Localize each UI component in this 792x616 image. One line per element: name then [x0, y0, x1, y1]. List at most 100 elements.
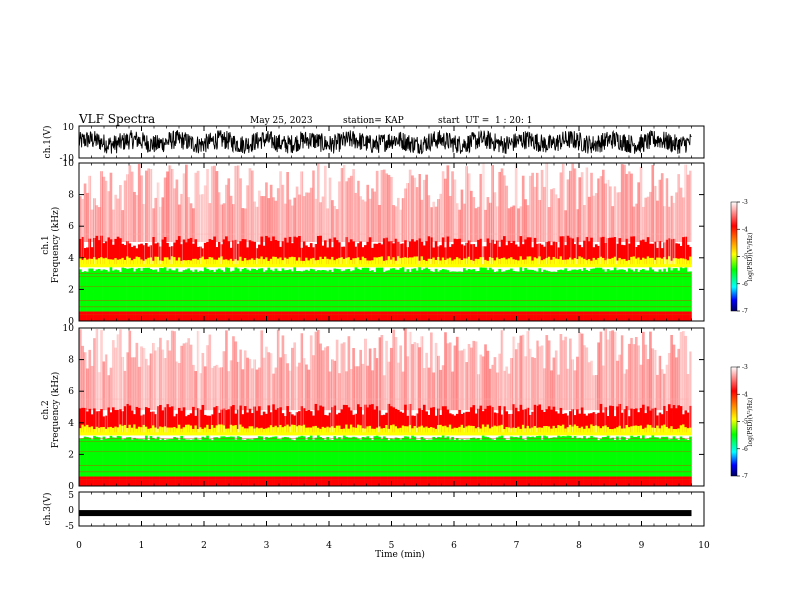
spectrogram-cell — [328, 412, 332, 433]
spectrogram-cell — [630, 173, 633, 242]
spectrogram-cell — [222, 271, 226, 312]
spectrogram-cell — [371, 247, 374, 265]
spectrogram-cell — [173, 416, 176, 433]
spectrogram-cell — [488, 476, 492, 486]
spectrogram-cell — [137, 311, 141, 321]
spectrogram-cell — [397, 197, 400, 242]
spectrogram-cell — [321, 438, 325, 477]
spectrogram-cell — [86, 476, 89, 486]
spectrogram-cell — [107, 237, 110, 265]
spectrogram-cell — [133, 271, 136, 312]
spectrogram-cell — [660, 369, 664, 411]
spectrogram-cell — [222, 425, 226, 436]
spectrogram-cell — [660, 271, 664, 312]
spectrogram-cell — [368, 476, 372, 486]
spectrogram-cell — [152, 476, 155, 486]
ch1-spectrogram-ylabel-frequency: Frequency (kHz) — [50, 207, 61, 284]
spectrogram-cell — [616, 311, 619, 321]
spectrogram-cell — [514, 407, 518, 433]
spectrogram-cell — [130, 410, 134, 433]
spectrogram-cell — [116, 334, 120, 411]
spectrogram-cell — [526, 269, 530, 312]
spectrogram-cell — [505, 185, 509, 242]
spectrogram-cell — [684, 439, 688, 477]
spectrogram-cell — [361, 267, 365, 312]
spectrogram-cell — [338, 476, 341, 486]
spectrogram-cell — [625, 271, 629, 312]
spectrogram-cell — [578, 476, 582, 486]
spectrogram-cell — [649, 437, 652, 477]
spectrogram-cell — [166, 439, 169, 477]
spectrogram-cell — [265, 413, 268, 433]
spectrogram-cell — [102, 476, 106, 486]
spectrogram-cell — [606, 339, 610, 411]
spectrogram-cell — [88, 408, 92, 433]
spectrogram-cell — [611, 406, 615, 433]
spectrogram-cell — [675, 192, 678, 242]
spectrogram-cell — [495, 476, 499, 486]
spectrogram-cell — [302, 424, 306, 436]
spectrogram-cell — [152, 270, 155, 312]
spectrogram-cell — [385, 476, 388, 486]
spectrogram-cell — [458, 311, 461, 321]
spectrogram-cell — [295, 237, 299, 265]
spectrogram-cell — [368, 198, 372, 242]
spectrogram-cell — [121, 243, 125, 265]
spectrogram-cell — [170, 246, 174, 265]
spectrogram-cell — [500, 435, 504, 477]
spectrogram-cell — [321, 245, 325, 265]
spectrogram-cell — [488, 368, 492, 411]
spectrogram-cell — [375, 311, 379, 321]
spectrogram-cell — [651, 243, 655, 265]
spectrogram-cell — [536, 476, 539, 486]
spectrogram-cell — [356, 268, 360, 312]
spectrogram-cell — [453, 439, 457, 477]
spectrogram-cell — [126, 352, 129, 411]
spectrogram-cell — [507, 269, 511, 312]
spectrogram-cell — [222, 476, 226, 486]
spectrogram-cell — [248, 240, 252, 265]
spectrogram-cell — [491, 257, 494, 268]
spectrogram-cell — [477, 206, 480, 242]
spectrogram-cell — [599, 256, 603, 268]
spectrogram-cell — [272, 476, 275, 486]
spectrogram-cell — [215, 437, 219, 477]
spectrogram-cell — [517, 246, 520, 265]
spectrogram-cell — [597, 178, 600, 242]
spectrogram-cell — [625, 369, 629, 411]
spectrogram-cell — [305, 427, 308, 436]
spectrogram-cell — [474, 428, 478, 436]
spectrogram-cell — [104, 415, 108, 433]
spectrogram-cell — [368, 425, 372, 436]
colorbar-tick-label: -4 — [742, 226, 748, 233]
spectrogram-cell — [163, 237, 167, 265]
spectrogram-cell — [543, 426, 546, 436]
spectrogram-cell — [309, 243, 313, 265]
spectrogram-cell — [170, 406, 174, 433]
spectrogram-cell — [128, 424, 132, 436]
spectrogram-cell — [288, 476, 292, 486]
spectrogram-cell — [269, 241, 273, 265]
spectrogram-cell — [220, 311, 224, 321]
spectrogram-cell — [149, 428, 153, 436]
spectrogram-cell — [646, 196, 650, 242]
spectrogram-cell — [637, 345, 640, 411]
spectrogram-cell — [309, 258, 313, 268]
spectrogram-cell — [373, 347, 377, 411]
spectrogram-cell — [512, 427, 516, 436]
spectrogram-cell — [677, 174, 681, 242]
spectrogram-cell — [566, 476, 570, 486]
spectrogram-cell — [217, 192, 221, 242]
spectrogram-cell — [189, 260, 193, 268]
spectrogram-cell — [477, 437, 480, 477]
spectrogram-cell — [439, 193, 443, 242]
spectrogram-cell — [189, 237, 193, 265]
spectrogram-cell — [319, 235, 322, 265]
spectrogram-cell — [203, 259, 207, 268]
spectrogram-cell — [166, 427, 169, 436]
spectrogram-cell — [613, 237, 617, 265]
spectrogram-cell — [241, 311, 245, 321]
spectrogram-cell — [634, 425, 638, 436]
spectrogram-cell — [288, 370, 292, 411]
spectrogram-cell — [241, 239, 245, 265]
